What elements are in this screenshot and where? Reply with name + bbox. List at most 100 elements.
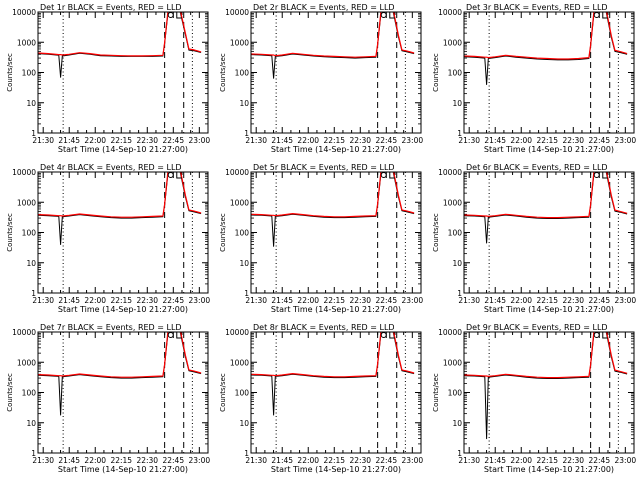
x-tick-label: 22:15 — [536, 136, 558, 145]
y-axis-label: Counts/sec — [432, 373, 440, 412]
x-tick-label: 23:00 — [615, 136, 637, 145]
panel-title: Det 1r BLACK = Events, RED = LLD — [40, 3, 182, 12]
x-tick-label: 21:30 — [458, 296, 480, 305]
x-tick-label: 22:00 — [510, 136, 532, 145]
x-tick-label: 22:30 — [562, 456, 584, 465]
panel-frame — [37, 331, 209, 454]
x-tick-label: 22:00 — [84, 296, 106, 305]
x-tick-label: 23:00 — [402, 136, 424, 145]
series-events-line — [251, 172, 382, 247]
plot-area — [251, 172, 415, 247]
x-tick-label: 22:15 — [323, 136, 345, 145]
panel-frame — [463, 331, 635, 454]
x-tick-label: 21:45 — [484, 296, 506, 305]
chart-panel: Det 4r BLACK = Events, RED = LLD 1 10 100 10… — [6, 163, 210, 314]
top-marker-bracket — [602, 172, 608, 179]
x-tick-label: 22:15 — [110, 456, 132, 465]
panel-title: Det 5r BLACK = Events, RED = LLD — [253, 163, 395, 172]
y-axis-label: Counts/sec — [6, 213, 14, 252]
y-tick-label: 100 — [448, 229, 463, 238]
panel-frame — [250, 331, 422, 454]
x-tick-label: 23:00 — [189, 456, 211, 465]
y-tick-label: 1 — [457, 129, 462, 138]
series-lld-line — [38, 12, 169, 57]
y-tick-label: 10 — [452, 419, 462, 428]
x-axis-label: Start Time (14-Sep-10 21:27:00) — [58, 305, 188, 314]
x-tick-label: 22:00 — [297, 296, 319, 305]
chart-panel: Det 5r BLACK = Events, RED = LLD 1 10 100 10… — [219, 163, 423, 314]
chart-panel: Det 8r BLACK = Events, RED = LLD 1 10 100 10… — [219, 323, 423, 474]
x-tick-label: 22:45 — [588, 456, 610, 465]
x-tick-label: 23:00 — [402, 456, 424, 465]
y-tick-label: 10 — [26, 419, 36, 428]
x-tick-label: 22:45 — [162, 136, 184, 145]
chart-panel: Det 2r BLACK = Events, RED = LLD 1 10 100 10… — [219, 3, 423, 154]
y-tick-label: 1000 — [230, 38, 249, 47]
y-tick-label: 1 — [244, 289, 249, 298]
panel-title: Det 6r BLACK = Events, RED = LLD — [466, 163, 608, 172]
series-lld-line — [606, 12, 628, 55]
x-tick-label: 21:30 — [245, 456, 267, 465]
series-lld-line — [464, 12, 595, 60]
panel-frame — [463, 11, 635, 134]
x-tick-label: 22:00 — [297, 456, 319, 465]
panel-frame — [463, 171, 635, 294]
x-tick-label: 22:45 — [588, 136, 610, 145]
top-marker-bracket — [602, 332, 608, 339]
x-tick-label: 23:00 — [189, 136, 211, 145]
y-tick-label: 100 — [448, 69, 463, 78]
y-tick-label: 1 — [244, 129, 249, 138]
panel-title: Det 2r BLACK = Events, RED = LLD — [253, 3, 395, 12]
x-tick-label: 21:30 — [245, 296, 267, 305]
x-axis-label: Start Time (14-Sep-10 21:27:00) — [484, 465, 614, 474]
y-tick-label: 100 — [235, 389, 250, 398]
y-axis-label: Counts/sec — [432, 53, 440, 92]
x-tick-label: 21:30 — [458, 136, 480, 145]
chart-panel: Det 1r BLACK = Events, RED = LLD 1 10 100 10… — [6, 3, 210, 154]
y-tick-label: 10000 — [12, 168, 36, 177]
x-axis-label: Start Time (14-Sep-10 21:27:00) — [271, 465, 401, 474]
y-tick-label: 10000 — [438, 8, 462, 17]
y-tick-label: 10000 — [225, 8, 249, 17]
y-tick-label: 1000 — [17, 198, 36, 207]
y-tick-label: 10000 — [438, 168, 462, 177]
panel-title: Det 8r BLACK = Events, RED = LLD — [253, 323, 395, 332]
x-tick-label: 22:30 — [349, 456, 371, 465]
x-tick-label: 21:30 — [32, 296, 54, 305]
x-tick-label: 22:15 — [323, 296, 345, 305]
x-tick-label: 21:45 — [58, 296, 80, 305]
x-axis-label: Start Time (14-Sep-10 21:27:00) — [58, 465, 188, 474]
y-tick-label: 1000 — [17, 38, 36, 47]
series-lld-line — [464, 332, 595, 379]
y-tick-label: 1000 — [443, 358, 462, 367]
x-tick-label: 23:00 — [615, 296, 637, 305]
top-marker-circle — [380, 332, 387, 338]
x-axis-label: Start Time (14-Sep-10 21:27:00) — [58, 145, 188, 154]
y-axis-label: Counts/sec — [219, 373, 227, 412]
x-tick-label: 22:15 — [536, 296, 558, 305]
top-marker-circle — [593, 172, 600, 178]
y-tick-label: 1 — [457, 289, 462, 298]
chart-panel: Det 9r BLACK = Events, RED = LLD 1 10 100 10… — [432, 323, 636, 474]
x-tick-label: 21:45 — [484, 136, 506, 145]
x-tick-label: 21:45 — [58, 456, 80, 465]
y-tick-label: 10000 — [438, 328, 462, 337]
plot-area — [464, 172, 628, 244]
plot-area — [251, 12, 415, 79]
x-tick-label: 22:45 — [162, 296, 184, 305]
plot-area — [38, 172, 202, 245]
chart-panel: Det 3r BLACK = Events, RED = LLD 1 10 100 10… — [432, 3, 636, 154]
y-tick-label: 1000 — [443, 38, 462, 47]
series-events-line — [251, 12, 382, 79]
y-tick-label: 10000 — [12, 328, 36, 337]
series-events-line — [38, 332, 169, 416]
top-marker-bracket — [389, 172, 395, 179]
y-axis-label: Counts/sec — [432, 213, 440, 252]
y-tick-label: 100 — [235, 229, 250, 238]
series-events-line — [251, 332, 382, 416]
x-tick-label: 23:00 — [402, 296, 424, 305]
x-axis-label: Start Time (14-Sep-10 21:27:00) — [484, 145, 614, 154]
series-events-line — [464, 332, 595, 440]
x-tick-label: 21:45 — [58, 136, 80, 145]
x-tick-label: 22:00 — [510, 456, 532, 465]
